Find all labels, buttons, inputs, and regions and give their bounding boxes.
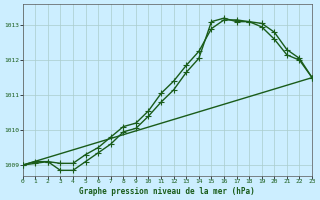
X-axis label: Graphe pression niveau de la mer (hPa): Graphe pression niveau de la mer (hPa) (79, 187, 255, 196)
